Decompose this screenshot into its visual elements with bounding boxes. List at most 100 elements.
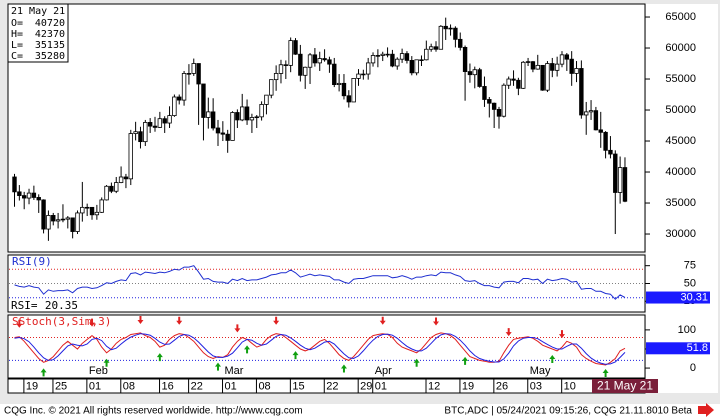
ohlc-label: L= [11,40,23,51]
candle-body [152,125,158,128]
candle-body [283,64,289,66]
y-tick-label: 55000 [665,73,696,85]
candle-body [574,68,579,74]
month-label: Mar [225,365,244,377]
x-tick-label: 01 [375,380,387,392]
x-tick-label: 22 [326,380,338,392]
sell-arrow [433,317,440,326]
x-tick-label: 19 [26,380,38,392]
candle-body [99,199,104,213]
x-tick-label: 15 [292,380,304,392]
candle-body [264,94,269,105]
x-tick-label: 01 [225,380,237,392]
candle-body [114,182,119,192]
candle-body [550,63,555,71]
buy-arrow [413,358,420,367]
panel-title-bg [9,316,110,328]
candle-body [375,55,381,57]
buy-arrow [103,358,110,367]
x-tick-label: 03 [530,380,542,392]
indicator-line [14,332,626,366]
candle-body [147,122,153,127]
candle-body [84,206,90,209]
candle-body [172,96,177,117]
footer-right: BTC,ADC | 05/24/2021 09:15:26, CQG 21.11… [444,406,692,417]
candle-body [569,58,574,74]
candle-body [380,53,385,56]
candle-body [307,54,313,68]
candle-body [511,78,516,81]
candle-body [414,59,419,74]
candle-body [598,129,603,133]
current-date-box [592,379,658,393]
candle-body [225,133,230,141]
y-tick-label: 0 [690,362,696,374]
ohlc-value: 35280 [35,51,65,62]
x-tick-label: 25 [55,380,67,392]
candle-body [288,40,293,66]
candle-body [385,53,390,56]
candle-body [21,195,27,199]
candle-body [240,106,245,121]
candle-body [186,73,192,75]
ohlc-label: H= [11,29,23,40]
candle-body [540,64,545,91]
candle-body [535,64,540,70]
month-label: May [530,365,551,377]
candle-body [80,206,85,214]
candle-body [220,132,226,135]
panel-title-bg [9,256,53,268]
y-tick-label: 75 [684,260,696,272]
candle-body [273,73,279,81]
sell-arrow [176,316,183,325]
candle-body [613,153,618,193]
candle-body [327,59,332,65]
candle-body [554,63,560,71]
x-tick-label: 08 [123,380,135,392]
readout-value: 20.35 [45,299,78,312]
candle-body [269,79,274,96]
candle-body [365,62,371,75]
candle-body [419,59,424,61]
candle-body [409,60,414,74]
candle-body [424,48,429,61]
sell-arrow [379,316,386,325]
candle-body [75,212,80,232]
candle-body [123,176,129,180]
candle-body [298,53,303,76]
sell-arrow [89,318,96,327]
candle-body [584,111,589,116]
candle-body [60,218,66,221]
candle-body [559,54,565,65]
candle-body [12,176,17,193]
candle-body [448,27,453,30]
candle-body [157,118,163,128]
candle-body [438,25,444,50]
buy-arrow [602,369,609,377]
candle-body [51,215,56,222]
candle-body [196,63,201,85]
candle-body [230,112,235,141]
ohlc-date: 21 May 21 [11,6,65,17]
y-tick-label: 50 [684,277,696,289]
candle-body [487,99,492,104]
candle-body [249,117,255,121]
candle-body [395,58,400,67]
candle-body [603,131,608,151]
candle-body [215,127,221,134]
candle-body [467,71,473,76]
candle-body [428,46,434,50]
candle-body [477,69,482,87]
scroll-arrow[interactable] [698,403,714,417]
y-tick-label: 40000 [665,166,696,178]
candle-body [206,111,211,118]
y-tick-label: 45000 [665,135,696,147]
y-tick-label: 100 [678,324,696,336]
candle-body [210,111,216,129]
candle-body [55,219,61,222]
candle-body [293,40,298,55]
value-axis [646,4,718,393]
sell-arrow [273,316,280,325]
candle-body [162,118,167,124]
